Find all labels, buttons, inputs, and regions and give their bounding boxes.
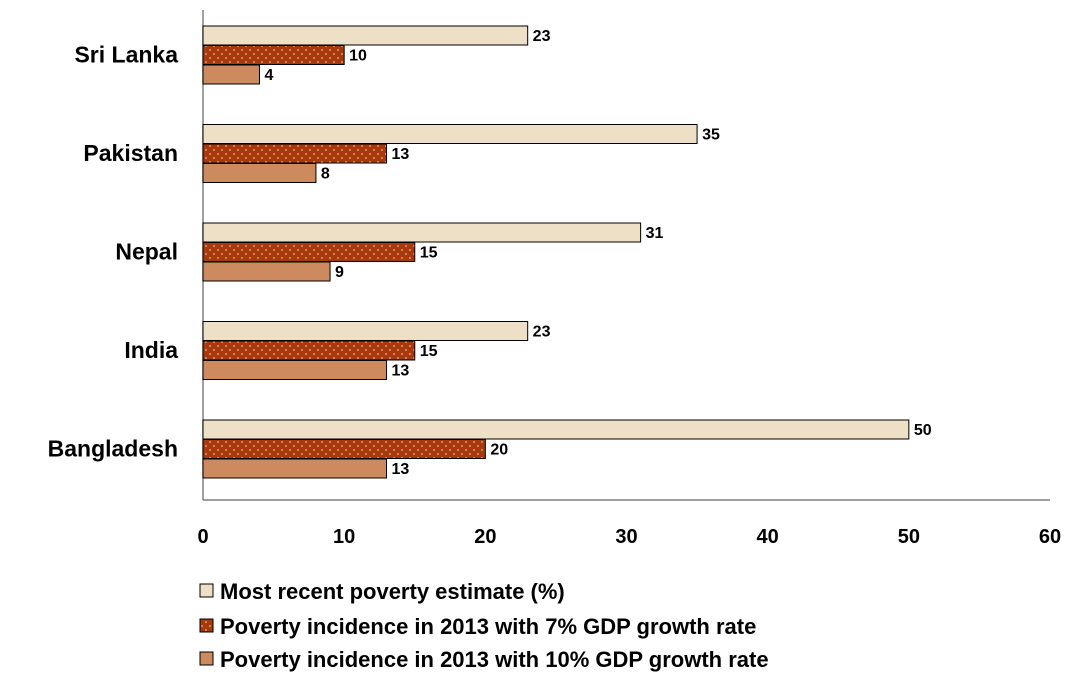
category-label: India	[124, 337, 178, 363]
x-tick-label: 0	[197, 526, 208, 548]
data-label: 13	[392, 363, 410, 380]
x-tick-label: 60	[1039, 526, 1061, 548]
x-tick-label: 40	[757, 526, 779, 548]
legend-label: Most recent poverty estimate (%)	[220, 579, 565, 604]
legend-label: Poverty incidence in 2013 with 10% GDP g…	[220, 647, 769, 672]
bar	[202, 458, 388, 479]
x-tick-label: 20	[474, 526, 496, 548]
data-label: 10	[349, 48, 367, 65]
data-label: 20	[490, 442, 508, 459]
bar	[202, 25, 529, 46]
data-label: 35	[702, 127, 720, 144]
category-label: Sri Lanka	[74, 42, 178, 68]
bar	[202, 143, 388, 164]
legend: Most recent poverty estimate (%) Poverty …	[199, 579, 769, 672]
category-label: Bangladesh	[48, 436, 178, 462]
bar	[202, 222, 642, 243]
data-label: 15	[420, 343, 438, 360]
bar	[202, 321, 529, 341]
category-label: Pakistan	[83, 140, 178, 166]
data-label: 8	[321, 166, 330, 183]
bar	[202, 419, 910, 440]
legend-swatch	[199, 583, 214, 598]
bar	[202, 439, 486, 459]
data-label: 15	[420, 245, 438, 262]
x-tick-label: 50	[898, 526, 920, 548]
bar	[202, 242, 416, 262]
bar	[202, 124, 698, 144]
bar	[202, 64, 260, 85]
x-tick-label: 30	[615, 526, 637, 548]
legend-label: Poverty incidence in 2013 with 7% GDP gr…	[220, 614, 756, 639]
legend-swatch	[199, 618, 214, 633]
bar	[202, 163, 317, 183]
legend-swatch	[199, 651, 214, 666]
bar	[202, 261, 331, 282]
category-label: Nepal	[115, 239, 178, 265]
data-label: 23	[533, 28, 551, 45]
bar	[202, 340, 416, 361]
plot-area: 0 10 20 30 40 50 60 Sri Lanka 23 10 4 Pakistan 35 13 8…	[48, 10, 1061, 548]
data-label: 50	[914, 422, 932, 439]
data-label: 9	[335, 264, 344, 281]
data-label: 23	[533, 324, 551, 341]
x-tick-label: 10	[333, 526, 355, 548]
data-label: 13	[392, 461, 410, 478]
bar	[202, 45, 345, 65]
data-label: 4	[264, 67, 273, 84]
bar	[202, 360, 388, 380]
data-label: 13	[392, 146, 410, 163]
data-label: 31	[646, 225, 664, 242]
